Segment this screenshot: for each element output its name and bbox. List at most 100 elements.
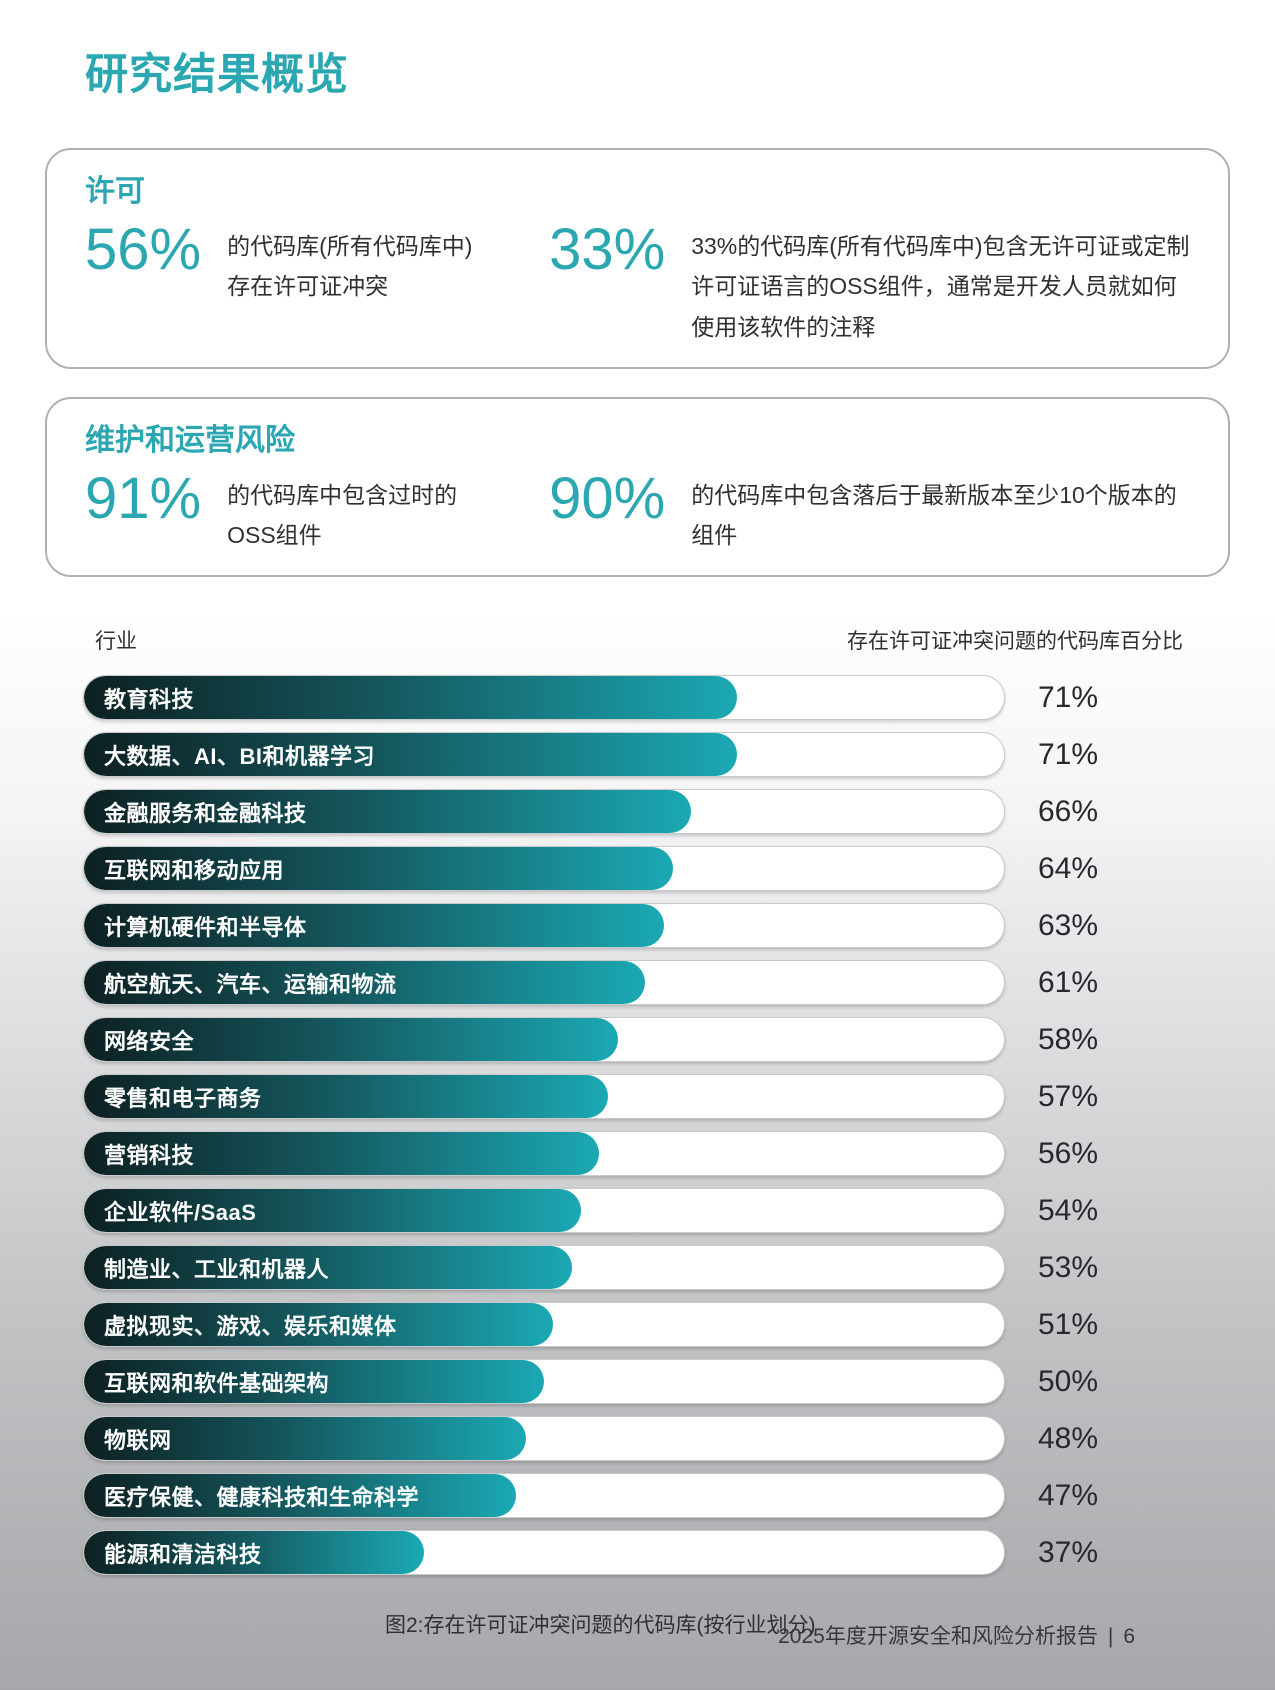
bar-fill: 虚拟现实、游戏、娱乐和媒体 [84,1303,554,1347]
stat-row: 56% 的代码库(所有代码库中)存在许可证冲突 33% 33%的代码库(所有代码… [85,217,1190,347]
bar-track: 互联网和移动应用 [83,846,1005,892]
bar-row: 虚拟现实、游戏、娱乐和媒体 51% [83,1302,1275,1348]
footer-separator: | [1107,1625,1114,1648]
bar-label: 能源和清洁科技 [104,1541,262,1567]
stat-value: 91% [85,465,202,531]
bar-label: 企业软件/SaaS [104,1199,257,1225]
stat-value: 90% [549,465,666,531]
stat-text: 的代码库(所有代码库中)存在许可证冲突 [227,233,473,300]
bar-fill: 互联网和软件基础架构 [84,1360,544,1404]
chart-col-header-industry: 行业 [95,630,137,654]
stat-text: 的代码库中包含落后于最新版本至少10个版本的组件 [691,481,1177,548]
bar-value: 58% [1038,1022,1099,1056]
bar-track: 营销科技 [83,1131,1005,1177]
bar-label: 金融服务和金融科技 [104,800,307,826]
stat-versions-behind: 90% 的代码库中包含落后于最新版本至少10个版本的组件 [549,465,1190,556]
stat-text: 33%的代码库(所有代码库中)包含无许可证或定制许可证语言的OSS组件，通常是开… [691,233,1190,340]
bar-label: 教育科技 [104,686,195,712]
bar-row: 大数据、AI、BI和机器学习 71% [83,732,1275,778]
bar-value: 47% [1038,1478,1099,1512]
bar-fill: 制造业、工业和机器人 [84,1246,572,1290]
bar-track: 计算机硬件和半导体 [83,903,1005,949]
footer-report-title: 2025年度开源安全和风险分析报告 [778,1625,1098,1648]
bar-row: 制造业、工业和机器人 53% [83,1245,1275,1291]
bar-value: 66% [1038,794,1099,828]
bar-row: 物联网 48% [83,1416,1275,1462]
bar-value: 56% [1038,1136,1099,1170]
bar-fill: 物联网 [84,1417,526,1461]
bar-label: 虚拟现实、游戏、娱乐和媒体 [104,1313,397,1339]
bar-row: 营销科技 56% [83,1131,1275,1177]
bar-track: 教育科技 [83,675,1005,721]
chart-caption: 图2:存在许可证冲突问题的代码库(按行业划分) [385,1614,816,1638]
chart-header: 行业 存在许可证冲突问题的代码库百分比 [95,625,1183,655]
stat-value: 56% [85,217,202,282]
stat-outdated-oss: 91% 的代码库中包含过时的OSS组件 [85,465,549,556]
bar-track: 互联网和软件基础架构 [83,1359,1005,1405]
bar-fill: 计算机硬件和半导体 [84,904,664,948]
bar-track: 医疗保健、健康科技和生命科学 [83,1473,1005,1519]
bar-row: 航空航天、汽车、运输和物流 61% [83,960,1275,1006]
bar-row: 教育科技 71% [83,675,1275,721]
bar-fill: 能源和清洁科技 [84,1531,425,1575]
bar-row: 零售和电子商务 57% [83,1074,1275,1120]
bar-row: 能源和清洁科技 37% [83,1530,1275,1576]
bar-fill: 互联网和移动应用 [84,847,673,891]
bar-fill: 教育科技 [84,676,738,720]
bar-label: 网络安全 [104,1028,195,1054]
chart-rows: 教育科技 71% 大数据、AI、BI和机器学习 71% 金融服务和金融科技 66… [0,675,1275,1576]
bar-row: 企业软件/SaaS 54% [83,1188,1275,1234]
bar-fill: 营销科技 [84,1132,600,1176]
bar-label: 计算机硬件和半导体 [104,914,307,940]
bar-track: 大数据、AI、BI和机器学习 [83,732,1005,778]
bar-track: 零售和电子商务 [83,1074,1005,1120]
bar-fill: 零售和电子商务 [84,1075,609,1119]
bar-value: 51% [1038,1307,1099,1341]
bar-track: 航空航天、汽车、运输和物流 [83,960,1005,1006]
bar-fill: 大数据、AI、BI和机器学习 [84,733,738,777]
bar-label: 制造业、工业和机器人 [104,1256,330,1282]
bar-label: 大数据、AI、BI和机器学习 [104,743,376,769]
bar-row: 互联网和移动应用 64% [83,846,1275,892]
stat-row: 91% 的代码库中包含过时的OSS组件 90% 的代码库中包含落后于最新版本至少… [85,465,1190,556]
stat-box-maintenance-risk: 维护和运营风险 91% 的代码库中包含过时的OSS组件 90% 的代码库中包含落… [45,396,1230,578]
bar-track: 虚拟现实、游戏、娱乐和媒体 [83,1302,1005,1348]
bar-track: 物联网 [83,1416,1005,1462]
bar-value: 48% [1038,1421,1099,1455]
bar-row: 网络安全 58% [83,1017,1275,1063]
industry-license-conflict-chart: 行业 存在许可证冲突问题的代码库百分比 教育科技 71% 大数据、AI、BI和机… [0,625,1275,1639]
bar-fill: 航空航天、汽车、运输和物流 [84,961,646,1005]
stat-license-conflict: 56% 的代码库(所有代码库中)存在许可证冲突 [85,217,549,347]
bar-label: 互联网和软件基础架构 [104,1370,330,1396]
bar-value: 63% [1038,908,1099,942]
bar-row: 计算机硬件和半导体 63% [83,903,1275,949]
stat-text: 的代码库中包含过时的OSS组件 [227,481,458,548]
bar-label: 医疗保健、健康科技和生命科学 [104,1484,420,1510]
footer-page-number: 6 [1123,1625,1135,1648]
bar-value: 54% [1038,1193,1099,1227]
bar-value: 71% [1038,680,1099,714]
page-footer: 2025年度开源安全和风险分析报告 | 6 [778,1620,1135,1650]
bar-row: 互联网和软件基础架构 50% [83,1359,1275,1405]
bar-row: 医疗保健、健康科技和生命科学 47% [83,1473,1275,1519]
bar-fill: 网络安全 [84,1018,618,1062]
bar-fill: 金融服务和金融科技 [84,790,692,834]
bar-value: 57% [1038,1079,1099,1113]
bar-label: 航空航天、汽车、运输和物流 [104,971,397,997]
bar-track: 制造业、工业和机器人 [83,1245,1005,1291]
bar-fill: 医疗保健、健康科技和生命科学 [84,1474,517,1518]
bar-track: 金融服务和金融科技 [83,789,1005,835]
bar-row: 金融服务和金融科技 66% [83,789,1275,835]
chart-col-header-percentage: 存在许可证冲突问题的代码库百分比 [847,630,1183,654]
bar-value: 64% [1038,851,1099,885]
bar-track: 网络安全 [83,1017,1005,1063]
bar-value: 50% [1038,1364,1099,1398]
stat-value: 33% [549,217,666,282]
bar-value: 53% [1038,1250,1099,1284]
bar-label: 物联网 [104,1427,172,1453]
bar-label: 营销科技 [104,1142,195,1168]
stat-box-license-heading: 许可 [85,175,145,208]
page-title: 研究结果概览 [85,51,349,99]
stat-no-license: 33% 33%的代码库(所有代码库中)包含无许可证或定制许可证语言的OSS组件，… [549,217,1190,347]
bar-value: 71% [1038,737,1099,771]
